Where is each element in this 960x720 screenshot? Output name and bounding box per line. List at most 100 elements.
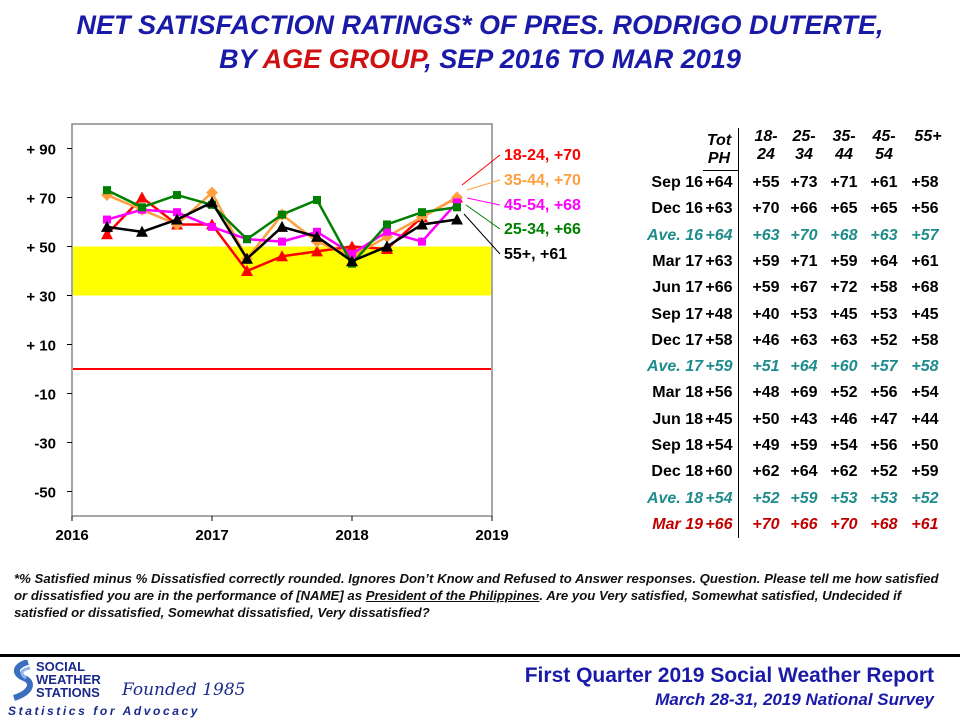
row-value: +63 [870, 226, 898, 244]
sws-logo-icon [12, 660, 33, 701]
data-point-45-54 [453, 198, 461, 207]
y-tick-label: + 30 [26, 289, 56, 306]
row-value: +61 [911, 252, 939, 270]
data-point-25-34 [138, 203, 146, 212]
end-label-arrow [466, 197, 501, 206]
row-value: +68 [911, 279, 939, 297]
row-totph: +54 [705, 437, 733, 454]
data-point-55+ [346, 255, 358, 267]
header-totph-line: Tot [706, 132, 732, 149]
row-value: +64 [870, 252, 898, 270]
row-value: +69 [790, 384, 818, 402]
y-tick-label: -10 [34, 387, 56, 404]
row-totph: +66 [705, 279, 733, 297]
data-point-55+ [171, 213, 183, 225]
row-value: +52 [870, 331, 898, 349]
row-totph: +48 [705, 305, 733, 323]
row-value: +71 [830, 174, 858, 191]
data-point-18-24 [346, 240, 358, 252]
row-value: +50 [752, 410, 780, 428]
header-age-line: 54 [875, 146, 893, 163]
data-point-45-54 [348, 249, 356, 258]
ratings-table: Tot PH 18- 24 25- 34 35- 44 45- 54 55+ Sep 16 +64 +55… [615, 128, 955, 538]
footnote-part-1: *% Satisfied minus % Dissatisfied correc… [14, 571, 939, 603]
row-value: +59 [830, 252, 858, 270]
row-value: +70 [830, 515, 858, 533]
row-value: +66 [790, 515, 818, 533]
y-tick-label: + 50 [26, 240, 56, 257]
header-age-line: 55+ [914, 128, 942, 145]
row-value: +61 [911, 515, 939, 533]
logo-line-2: WEATHER [36, 672, 101, 687]
row-totph: +66 [705, 515, 733, 533]
row-value: +53 [830, 489, 858, 507]
data-point-25-34 [313, 195, 321, 204]
header-age-line: 45- [872, 128, 896, 145]
row-value: +52 [830, 384, 858, 402]
end-label-55+: 55+, +61 [504, 246, 567, 263]
row-value: +51 [752, 358, 780, 376]
data-point-25-34 [103, 186, 111, 195]
row-label: Mar 17 [652, 252, 703, 270]
row-totph: +63 [705, 200, 733, 218]
data-point-25-34 [243, 235, 251, 244]
row-value: +63 [830, 331, 858, 349]
row-value: +62 [830, 463, 858, 481]
header-age: 35- 44 [824, 128, 864, 164]
title-line-1: NET SATISFACTION RATINGS* OF PRES. RODRI… [76, 10, 884, 40]
row-value: +52 [752, 489, 780, 507]
data-point-55+ [101, 220, 113, 232]
row-totph: +59 [705, 358, 733, 376]
header-age-line: 24 [757, 146, 775, 163]
row-value: +50 [911, 437, 939, 454]
end-label-arrow [465, 204, 501, 230]
data-point-55+ [276, 220, 288, 232]
row-value: +54 [911, 384, 939, 402]
data-point-45-54 [173, 208, 181, 217]
row-value: +62 [752, 463, 780, 481]
table-divider [738, 128, 739, 538]
row-label: Ave. 16 [646, 226, 703, 244]
data-point-18-24 [241, 265, 253, 276]
row-value: +58 [911, 174, 939, 191]
report-title: First Quarter 2019 Social Weather Report [524, 664, 934, 687]
logo-tagline: Statistics for Advocacy [8, 704, 201, 718]
data-point-25-34 [453, 203, 461, 212]
end-label-arrow [463, 213, 501, 255]
end-label-25-34: 25-34, +66 [504, 221, 581, 238]
data-point-55+ [241, 252, 253, 264]
data-point-18-24 [101, 228, 113, 240]
row-label: Mar 18 [652, 384, 703, 402]
data-point-45-54 [278, 237, 286, 246]
footnote-underlined: President of the Philippines [365, 588, 540, 603]
row-value: +46 [752, 331, 780, 349]
row-value: +56 [870, 384, 898, 402]
row-value: +46 [830, 410, 858, 428]
report-subtitle: March 28-31, 2019 National Survey [655, 690, 934, 709]
footnote: *% Satisfied minus % Dissatisfied correc… [14, 570, 944, 621]
page-title: NET SATISFACTION RATINGS* OF PRES. RODRI… [0, 8, 960, 76]
y-tick-label: + 90 [26, 142, 56, 159]
header-totph: Tot PH [697, 132, 741, 168]
y-tick-label: + 10 [26, 338, 56, 355]
row-value: +48 [752, 384, 780, 402]
header-age: 18- 24 [746, 128, 786, 164]
row-value: +53 [870, 305, 898, 323]
row-value: +52 [870, 463, 898, 481]
header-age-line: 34 [795, 146, 813, 163]
title-line-2-post: , SEP 2016 TO MAR 2019 [424, 44, 741, 74]
header-underline [703, 170, 739, 171]
x-tick-label: 2017 [195, 527, 228, 544]
header-age: 25- 34 [784, 128, 824, 164]
row-value: +64 [790, 358, 818, 376]
data-point-25-34 [383, 220, 391, 229]
data-point-45-54 [383, 227, 391, 236]
row-value: +64 [790, 463, 818, 481]
data-point-45-54 [208, 222, 216, 231]
data-point-25-34 [278, 210, 286, 219]
y-tick-label: + 70 [26, 191, 56, 208]
row-totph: +45 [705, 410, 733, 428]
end-label-18-24: 18-24, +70 [504, 147, 581, 164]
row-value: +45 [830, 305, 858, 323]
logo-founded: Founded 1985 [122, 680, 246, 700]
